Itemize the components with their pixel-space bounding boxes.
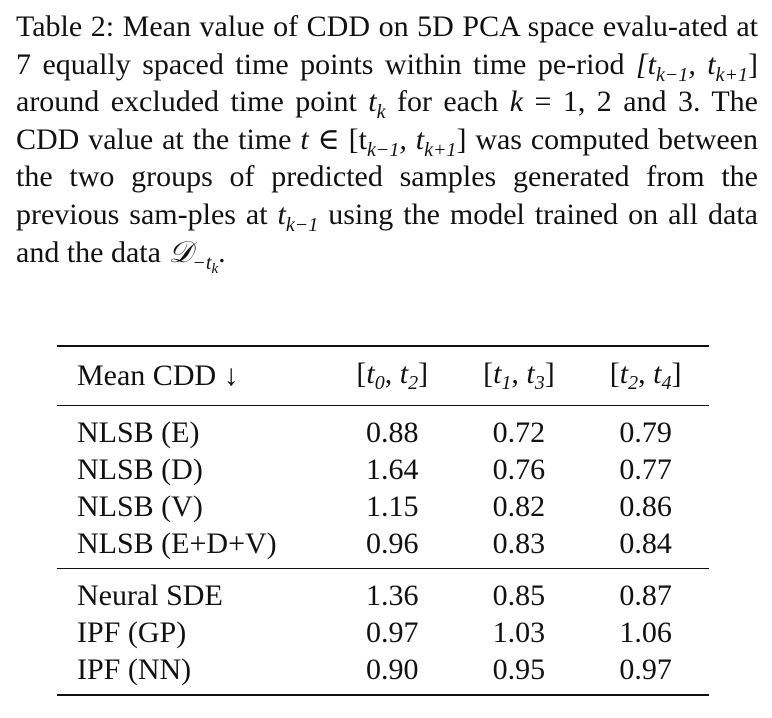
caption-text: = 1, 2 and 3. The CDD value at the time: [16, 85, 758, 156]
table-row: Neural SDE 1.36 0.85 0.87: [57, 568, 709, 615]
table-row: NLSB (E) 0.88 0.72 0.79: [57, 405, 709, 452]
caption-math: tk−1: [277, 197, 319, 236]
table-row: IPF (NN) 0.90 0.95 0.97: [57, 651, 709, 695]
row-value: 0.76: [492, 453, 546, 486]
row-method: NLSB (V): [77, 490, 203, 523]
row-value: 0.84: [619, 527, 672, 560]
row-value: 0.97: [365, 616, 419, 649]
caption-math: t ∈ [tk−1, tk+1]: [300, 122, 467, 161]
header-method: Mean CDD ↓: [77, 359, 239, 392]
table-row: NLSB (D) 1.64 0.76 0.77: [57, 451, 709, 488]
table-row: IPF (GP) 0.97 1.03 1.06: [57, 614, 709, 651]
caption-label: Table 2:: [16, 10, 115, 43]
caption-math: k: [509, 85, 524, 119]
header-interval-2: [t2, t4]: [609, 357, 682, 394]
table-header-row: Mean CDD ↓ [t0, t2] [t1, t3] [t2, t4]: [57, 346, 709, 406]
results-table: Mean CDD ↓ [t0, t2] [t1, t3] [t2, t4] NL…: [57, 345, 709, 696]
row-value: 0.96: [365, 527, 419, 560]
row-value: 0.86: [619, 490, 672, 523]
row-value: 1.06: [619, 616, 672, 649]
table-row: NLSB (V) 1.15 0.82 0.86: [57, 488, 709, 525]
caption-text: for each: [385, 85, 510, 119]
table-caption: Table 2: Mean value of CDD on 5D PCA spa…: [16, 8, 759, 277]
row-value: 0.95: [492, 653, 546, 686]
row-value: 1.15: [365, 490, 419, 523]
row-value: 0.87: [619, 579, 672, 612]
row-method: NLSB (D): [77, 453, 203, 486]
caption-period: .: [218, 235, 226, 269]
row-value: 0.79: [619, 416, 672, 449]
row-value: 0.85: [492, 579, 546, 612]
caption-text: around excluded time point: [16, 85, 369, 119]
row-method: NLSB (E+D+V): [77, 527, 277, 560]
row-method: IPF (GP): [77, 616, 187, 649]
row-value: 0.72: [492, 416, 546, 449]
caption-math: [tk−1, tk+1]: [635, 47, 758, 86]
row-method: NLSB (E): [77, 416, 200, 449]
row-value: 0.88: [365, 416, 419, 449]
row-value: 1.03: [492, 616, 546, 649]
table-group-baselines: Neural SDE 1.36 0.85 0.87 IPF (GP) 0.97 …: [57, 568, 709, 695]
caption-text: Mean value of CDD on 5D PCA space evalu-…: [16, 10, 758, 81]
row-method: IPF (NN): [77, 653, 192, 686]
row-value: 0.77: [619, 453, 672, 486]
row-value: 0.82: [492, 490, 546, 523]
caption-text: using the model trained on all data and …: [16, 197, 759, 269]
header-interval-0: [t0, t2]: [356, 357, 429, 394]
caption-math: 𝒟−tk: [168, 235, 219, 277]
row-method: Neural SDE: [77, 579, 223, 612]
row-value: 1.64: [365, 453, 419, 486]
row-value: 0.83: [492, 527, 546, 560]
caption-text: was computed between the two groups of p…: [16, 122, 758, 231]
table-row: NLSB (E+D+V) 0.96 0.83 0.84: [57, 525, 709, 569]
header-interval-1: [t1, t3]: [483, 357, 555, 394]
caption-math: tk: [368, 85, 386, 124]
row-value: 1.36: [365, 579, 419, 612]
table-group-nlsb: NLSB (E) 0.88 0.72 0.79 NLSB (D) 1.64 0.…: [57, 405, 709, 569]
row-value: 0.90: [365, 653, 419, 686]
row-value: 0.97: [619, 653, 672, 686]
